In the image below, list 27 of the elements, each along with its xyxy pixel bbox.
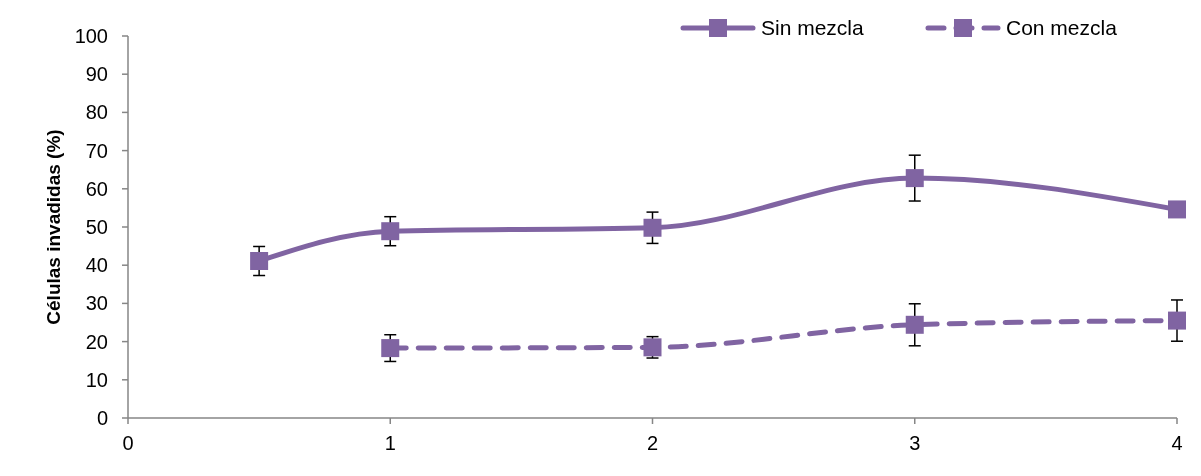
y-tick-label: 30 (85, 292, 108, 315)
y-tick-label: 0 (96, 407, 108, 429)
y-tick-label: 20 (85, 330, 108, 353)
x-tick-label: 4 (1171, 432, 1183, 454)
point (381, 339, 400, 358)
legend-label: Con mezcla (1006, 16, 1118, 40)
y-tick-label: 70 (85, 139, 108, 162)
y-tick-label: 100 (74, 25, 108, 47)
point (250, 252, 269, 270)
y-tick-label: 80 (85, 101, 108, 124)
legend-label: Sin mezcla (761, 16, 865, 40)
point (1168, 311, 1186, 330)
y-tick-label: 40 (85, 254, 108, 277)
point (1168, 200, 1186, 219)
y-tick-label: 50 (85, 216, 108, 238)
y-tick-label: 90 (85, 63, 108, 86)
x-tick-label: 3 (909, 432, 921, 454)
point (905, 169, 924, 188)
point (381, 222, 400, 241)
x-tick-label: 2 (646, 432, 659, 454)
y-tick-label: 60 (85, 177, 108, 200)
y-tick-label: 10 (85, 368, 108, 391)
point (643, 218, 662, 237)
x-tick-label: 0 (122, 432, 134, 454)
y-axis-title: Células invadidas (%) (43, 129, 64, 325)
point (905, 315, 924, 334)
x-tick-label: 1 (384, 432, 396, 454)
